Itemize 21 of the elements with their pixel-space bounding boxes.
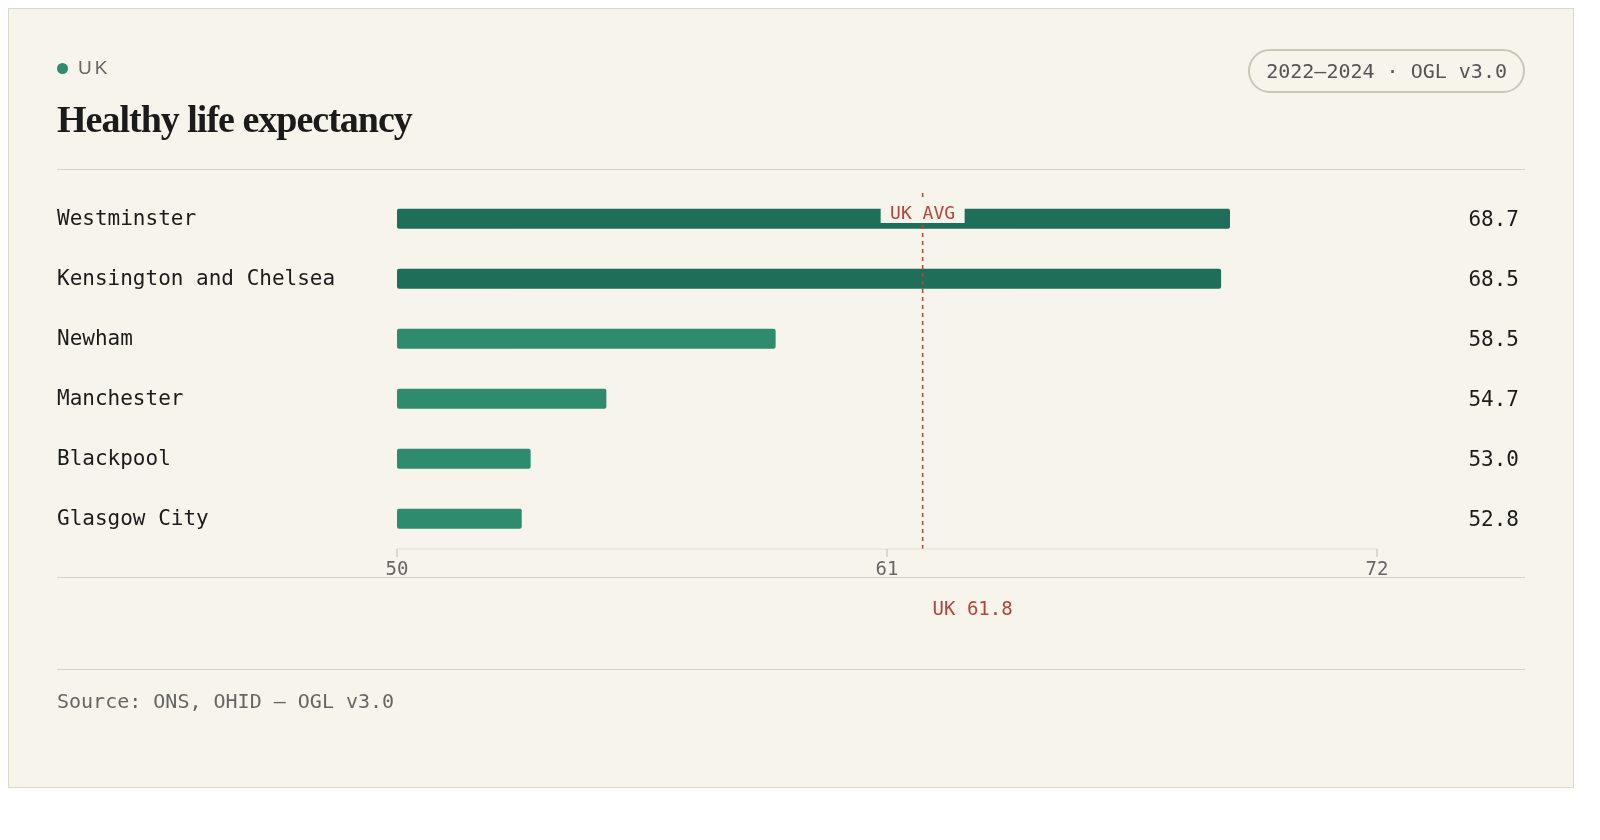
y-tick-label: Newham <box>57 326 133 350</box>
x-tick-label: 50 <box>385 557 409 579</box>
y-tick-label: Glasgow City <box>57 506 209 530</box>
text: 2022–2024 · OGL v3.0 <box>1248 49 1525 93</box>
source-note: Source: ONS, OHID — OGL v3.0 <box>57 689 395 713</box>
text: UK 61.8 <box>932 597 1013 619</box>
data-label: 52.8 <box>1468 506 1519 531</box>
data-label: 54.7 <box>1468 386 1519 411</box>
y-tick-label: Manchester <box>57 386 184 410</box>
ref-line-label: UK AVG <box>890 202 956 223</box>
text: UK <box>78 57 111 79</box>
y-tick-label: Kensington and Chelsea <box>57 266 336 290</box>
x-tick-label: 61 <box>875 557 899 579</box>
data-label: 68.5 <box>1468 266 1519 291</box>
x-tick-label: 72 <box>1365 557 1389 579</box>
chart-title: Healthy life expectancy <box>57 97 412 141</box>
y-tick-label: Blackpool <box>57 446 171 470</box>
y-tick-label: Westminster <box>57 206 197 230</box>
data-label: 53.0 <box>1468 446 1519 471</box>
data-label: 58.5 <box>1468 326 1519 351</box>
data-label: 68.7 <box>1468 206 1519 231</box>
